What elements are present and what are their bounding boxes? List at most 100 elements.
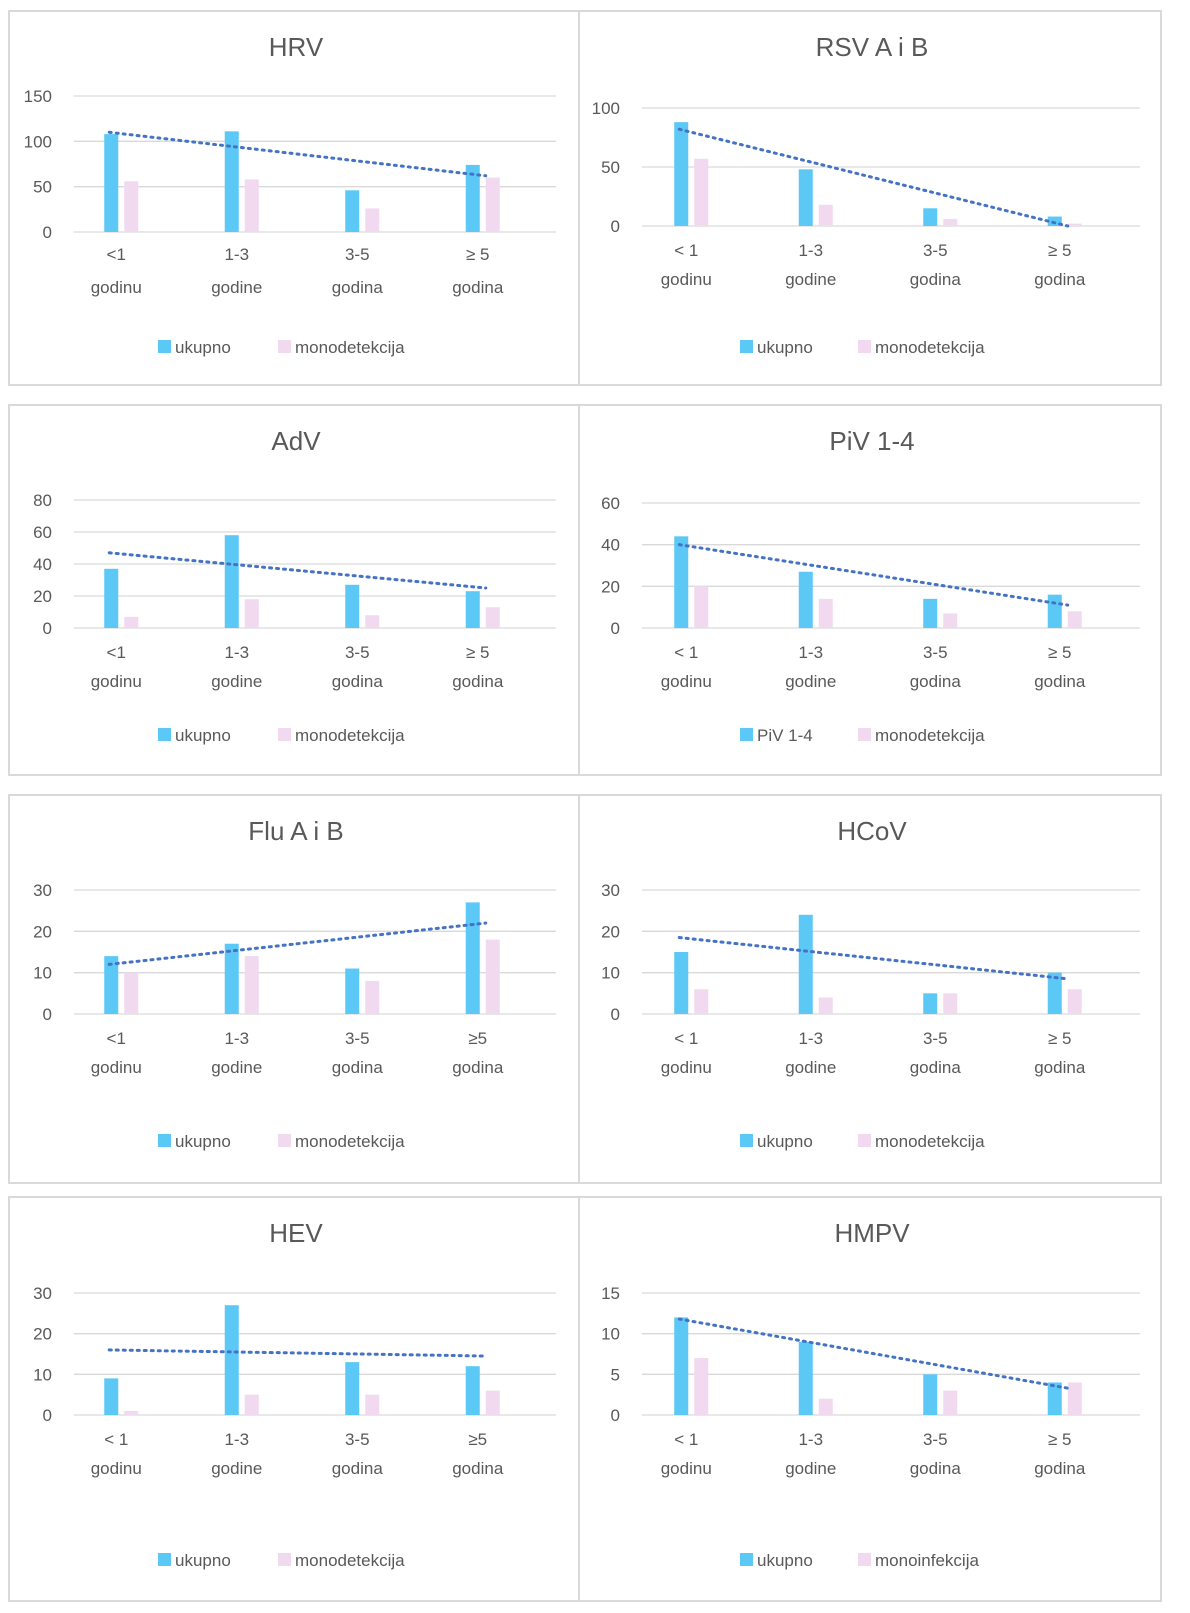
bar-total	[674, 1317, 689, 1415]
chart-svg: HEV 0 10 20 30 < 1 godinu 1-3 godine 3-5 godina ≥5 g…	[33, 1218, 556, 1570]
bar-total	[465, 1366, 480, 1415]
chart-panel-hcov: HCoV 0 10 20 30 < 1 godinu 1-3 godine 3-5 godina ≥ …	[578, 794, 1162, 1184]
bar-total	[104, 134, 119, 232]
legend-swatch	[858, 340, 871, 353]
bar-mono	[244, 956, 259, 1014]
chart-title: HEV	[269, 1218, 323, 1248]
bar-total	[465, 902, 480, 1014]
bar-mono	[943, 613, 958, 628]
bar-mono	[124, 616, 139, 628]
bar-total	[1047, 594, 1062, 628]
chart-panel-hmpv: HMPV 0 5 10 15 < 1 godinu 1-3 godine 3-5 godina ≥ 5…	[578, 1196, 1162, 1602]
bar-mono	[485, 607, 500, 628]
legend-swatch	[858, 1134, 871, 1147]
x-category-label: 3-5	[923, 241, 948, 260]
chart-svg: RSV A i B 0 50 100 < 1 godinu 1-3 godine 3-5 godi…	[592, 32, 1140, 357]
bar-mono	[943, 218, 958, 226]
chart-svg: HCoV 0 10 20 30 < 1 godinu 1-3 godine 3-5 godina ≥ …	[601, 816, 1140, 1151]
x-category-label: godina	[332, 278, 384, 297]
chart-panel-adv: AdV 0 20 40 60 80 <1 godinu 1-3 godine 3-5 godina ≥ …	[8, 404, 580, 776]
bar-mono	[694, 158, 709, 226]
bar-mono	[694, 1358, 709, 1415]
legend-label: monodetekcija	[295, 1551, 405, 1570]
bar-mono	[365, 980, 380, 1014]
legend-label: monodetekcija	[875, 1132, 985, 1151]
x-category-label: godina	[332, 672, 384, 691]
x-category-label: ≥ 5	[466, 643, 490, 662]
y-tick-label: 100	[592, 99, 620, 118]
legend-swatch	[158, 340, 171, 353]
x-category-label: 3-5	[923, 1029, 948, 1048]
x-category-label: godina	[332, 1058, 384, 1077]
y-tick-label: 150	[24, 87, 52, 106]
bar-total	[674, 952, 689, 1014]
legend-label: ukupno	[175, 338, 231, 357]
x-category-label: 3-5	[345, 1430, 370, 1449]
bar-total	[465, 164, 480, 232]
x-category-label: godina	[452, 672, 504, 691]
legend-label: monodetekcija	[295, 726, 405, 745]
x-category-label: godine	[785, 1459, 836, 1478]
y-tick-label: 20	[33, 587, 52, 606]
x-category-label: < 1	[674, 1430, 698, 1449]
bar-mono	[818, 1398, 833, 1415]
legend-swatch	[858, 728, 871, 741]
trendline	[677, 1317, 1070, 1390]
bar-total	[465, 591, 480, 628]
legend-swatch	[740, 1134, 753, 1147]
y-tick-label: 20	[33, 1325, 52, 1344]
trendline	[107, 921, 488, 966]
chart-svg: HMPV 0 5 10 15 < 1 godinu 1-3 godine 3-5 godina ≥ 5…	[601, 1218, 1140, 1570]
legend-label: ukupno	[175, 1132, 231, 1151]
bar-mono	[124, 972, 139, 1014]
x-category-label: < 1	[104, 1430, 128, 1449]
bar-total	[674, 122, 689, 226]
bar-mono	[818, 204, 833, 226]
chart-panel-flu: Flu A i B 0 10 20 30 <1 godinu 1-3 godine 3-5 godi…	[8, 794, 580, 1184]
bar-mono	[1067, 1382, 1082, 1415]
x-category-label: 1-3	[224, 1430, 249, 1449]
legend-swatch	[740, 1553, 753, 1566]
x-category-label: godinu	[661, 1459, 712, 1478]
bar-total	[798, 571, 813, 628]
x-category-label: ≥ 5	[1048, 241, 1072, 260]
bar-total	[224, 131, 239, 232]
legend-label: monodetekcija	[875, 726, 985, 745]
bar-mono	[1067, 611, 1082, 628]
bar-total	[798, 169, 813, 226]
legend-swatch	[858, 1553, 871, 1566]
trendline	[677, 936, 1070, 981]
legend-swatch	[740, 340, 753, 353]
x-category-label: godina	[1034, 1058, 1086, 1077]
chart-svg: HRV 0 50 100 150 <1 godinu 1-3 godine 3-5 godina ≥ …	[24, 32, 556, 357]
bar-total	[1047, 1382, 1062, 1415]
x-category-label: godina	[452, 278, 504, 297]
y-tick-label: 5	[611, 1365, 620, 1384]
y-tick-label: 80	[33, 491, 52, 510]
bar-mono	[694, 989, 709, 1014]
y-tick-label: 30	[33, 1284, 52, 1303]
legend-label: ukupno	[757, 1551, 813, 1570]
bar-mono	[244, 1394, 259, 1415]
bar-total	[798, 1341, 813, 1415]
x-category-label: 1-3	[798, 1029, 823, 1048]
x-category-label: godine	[785, 1058, 836, 1077]
x-category-label: ≥ 5	[1048, 643, 1072, 662]
legend-swatch	[278, 340, 291, 353]
bar-total	[224, 943, 239, 1014]
y-tick-label: 10	[33, 1365, 52, 1384]
chart-panel-rsv: RSV A i B 0 50 100 < 1 godinu 1-3 godine 3-5 godi…	[578, 10, 1162, 386]
x-category-label: godinu	[661, 672, 712, 691]
bar-total	[923, 598, 938, 628]
legend-label: PiV 1-4	[757, 726, 813, 745]
x-category-label: ≥5	[468, 1430, 487, 1449]
x-category-label: 1-3	[224, 1029, 249, 1048]
x-category-label: 3-5	[345, 245, 370, 264]
chart-svg: AdV 0 20 40 60 80 <1 godinu 1-3 godine 3-5 godina ≥ …	[33, 426, 556, 745]
bar-total	[104, 568, 119, 628]
legend-label: ukupno	[175, 726, 231, 745]
x-category-label: godina	[332, 1459, 384, 1478]
x-category-label: ≥5	[468, 1029, 487, 1048]
legend-label: monodetekcija	[295, 1132, 405, 1151]
y-tick-label: 100	[24, 132, 52, 151]
